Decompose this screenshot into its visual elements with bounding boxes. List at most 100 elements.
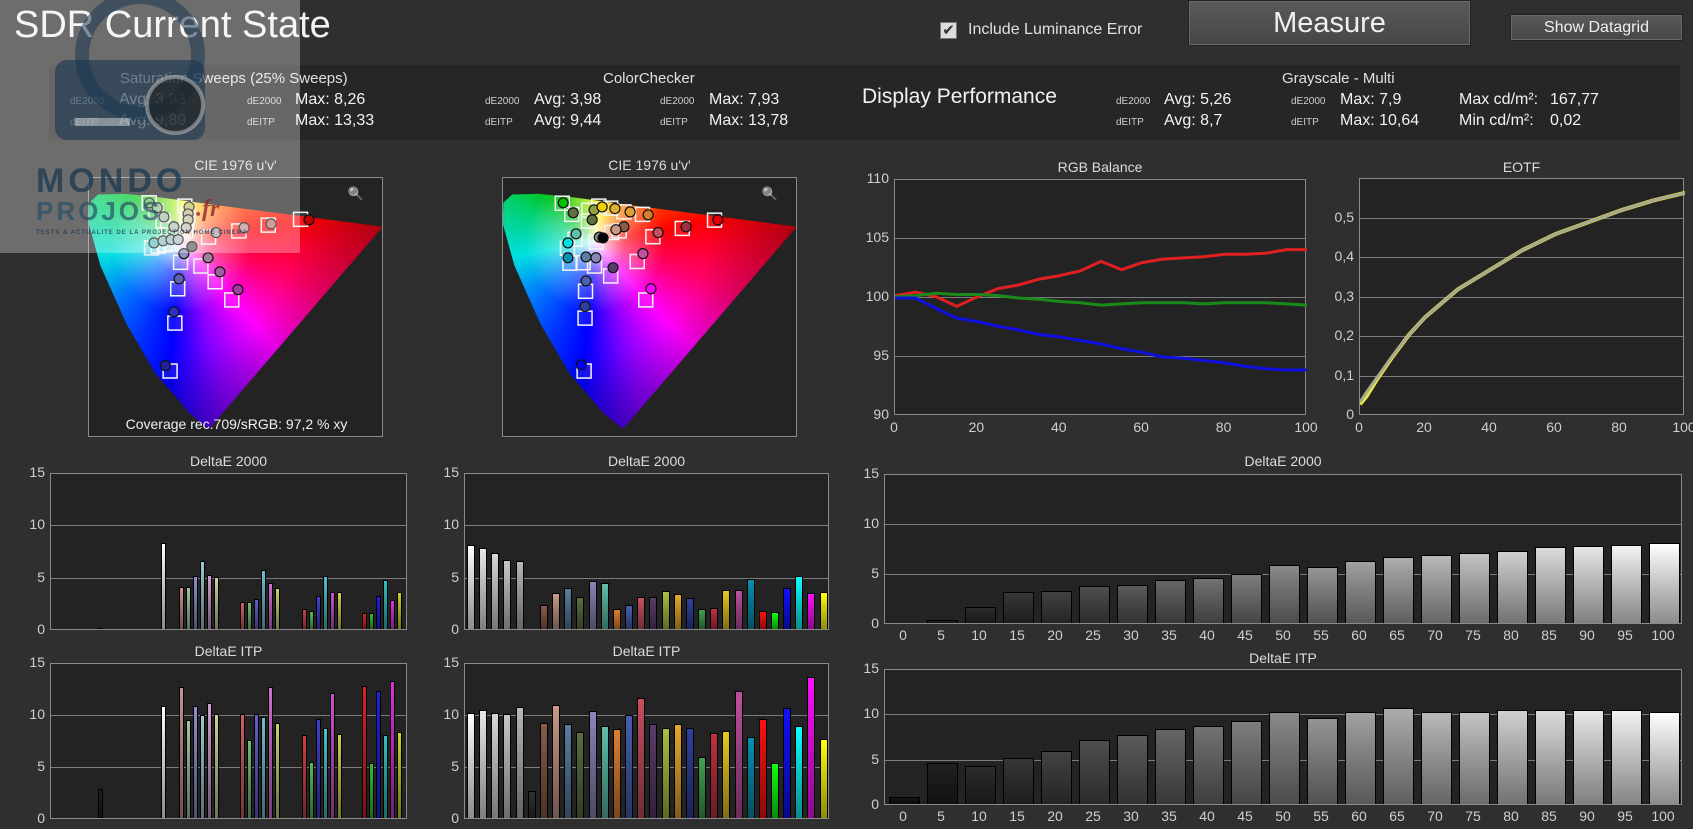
bar <box>673 594 682 629</box>
x-tick-label: 60 <box>1133 419 1149 435</box>
measured-marker <box>652 226 664 239</box>
include-luminance-checkbox[interactable]: ✔ <box>940 22 957 39</box>
gridline <box>465 525 828 527</box>
bar <box>336 733 342 818</box>
x-tick-label: 20 <box>968 419 985 435</box>
page-title: SDR Current State <box>14 4 331 46</box>
bar <box>214 714 220 818</box>
series-target-line <box>1360 190 1685 406</box>
y-tick-label: 5 <box>871 565 879 581</box>
x-tick-label: 10 <box>971 808 987 824</box>
measured-marker <box>645 283 657 295</box>
bar <box>383 579 389 629</box>
min-luminance-label: Min cd/m²: <box>1459 112 1534 129</box>
y-tick-label: 5 <box>871 750 879 767</box>
x-tick-label: 65 <box>1389 808 1405 824</box>
measured-marker <box>158 211 170 223</box>
x-tick-label: 80 <box>1215 419 1232 435</box>
bar <box>771 762 779 818</box>
measured-marker <box>180 222 192 234</box>
measured-marker <box>596 201 608 213</box>
measured-marker <box>680 221 692 233</box>
saturation-deitp-avg: Avg: 9,89 <box>119 112 187 129</box>
grayscale-deitp-avg: Avg: 8,7 <box>1164 112 1223 129</box>
x-tick-label: 45 <box>1237 627 1253 643</box>
x-tick-label: 60 <box>1351 627 1367 643</box>
bar <box>1002 592 1034 623</box>
bar <box>503 559 512 629</box>
bar <box>1496 709 1528 804</box>
bar <box>576 731 585 818</box>
saturation-deitp-max: Max: 13,33 <box>295 112 375 129</box>
gray-itp-plot <box>884 669 1682 805</box>
min-luminance-value: 0,02 <box>1550 112 1582 129</box>
bar <box>795 575 804 629</box>
bar <box>1230 574 1262 623</box>
y-tick-label: 0 <box>451 621 459 637</box>
y-tick-label: 15 <box>863 465 879 481</box>
bar <box>722 590 731 629</box>
gridline <box>895 297 1305 298</box>
grayscale-de2000-avg: Avg: 5,26 <box>1164 91 1232 108</box>
display-performance-label: Display Performance <box>862 85 1057 108</box>
bar <box>673 724 682 818</box>
bar <box>362 685 368 818</box>
cie-sat-diagram[interactable]: 🔍 Coverage rec.709/sRGB: 97,2 % xy <box>88 177 383 437</box>
bar <box>625 604 634 629</box>
measured-marker <box>562 252 574 264</box>
measured-marker <box>172 233 184 246</box>
target-marker <box>224 292 240 308</box>
measured-marker <box>575 359 587 371</box>
x-tick-label: 100 <box>1294 419 1318 435</box>
x-tick-label: 55 <box>1313 808 1329 824</box>
x-tick-label: 25 <box>1085 627 1101 643</box>
gridline <box>51 715 406 716</box>
zoom-magnifier-icon[interactable]: 🔍 <box>761 186 778 201</box>
show-datagrid-button[interactable]: Show Datagrid <box>1510 14 1683 41</box>
measured-marker <box>168 306 180 318</box>
x-tick-label: 50 <box>1275 808 1291 824</box>
bar <box>588 580 597 629</box>
gray-de2000-plot <box>884 474 1682 624</box>
x-tick-label: 35 <box>1161 627 1177 643</box>
coverage-annotation: Coverage rec.709/sRGB: 97,2 % xy <box>125 416 348 432</box>
measured-marker <box>151 202 163 214</box>
bar <box>1192 578 1224 623</box>
target-marker <box>167 315 183 331</box>
bar <box>888 796 920 804</box>
x-tick-label: 30 <box>1123 808 1139 824</box>
cie-markers <box>141 195 315 379</box>
bar <box>612 609 621 629</box>
bar <box>479 548 488 629</box>
zoom-magnifier-icon[interactable]: 🔍 <box>347 186 364 201</box>
x-tick-label: 75 <box>1465 808 1481 824</box>
bar <box>315 595 321 629</box>
measured-marker <box>624 206 636 218</box>
bar <box>329 592 335 629</box>
bar <box>1268 711 1300 804</box>
bar <box>98 627 104 629</box>
bar <box>369 613 375 629</box>
y-tick-label: 5 <box>37 758 45 774</box>
x-tick-label: 20 <box>1047 808 1063 824</box>
measured-marker <box>607 262 619 274</box>
bar <box>1154 580 1186 623</box>
x-tick-label: 95 <box>1617 627 1633 643</box>
measured-marker <box>210 226 222 239</box>
measured-marker <box>557 197 569 209</box>
x-tick-label: 35 <box>1161 808 1177 824</box>
bar <box>336 592 342 629</box>
bar <box>275 588 281 629</box>
bar <box>247 601 253 629</box>
bar <box>661 727 670 818</box>
x-tick-label: 15 <box>1009 808 1025 824</box>
bar <box>539 604 548 629</box>
cie-cc-diagram[interactable]: 🔍 <box>502 177 797 437</box>
y-tick-label: 110 <box>866 170 889 186</box>
measured-marker <box>562 237 574 249</box>
include-luminance-label[interactable]: Include Luminance Error <box>968 21 1143 38</box>
bar <box>207 702 213 818</box>
chart-title: DeltaE 2000 <box>607 453 686 469</box>
measure-button[interactable]: Measure <box>1188 0 1471 46</box>
x-tick-label: 50 <box>1275 627 1291 643</box>
